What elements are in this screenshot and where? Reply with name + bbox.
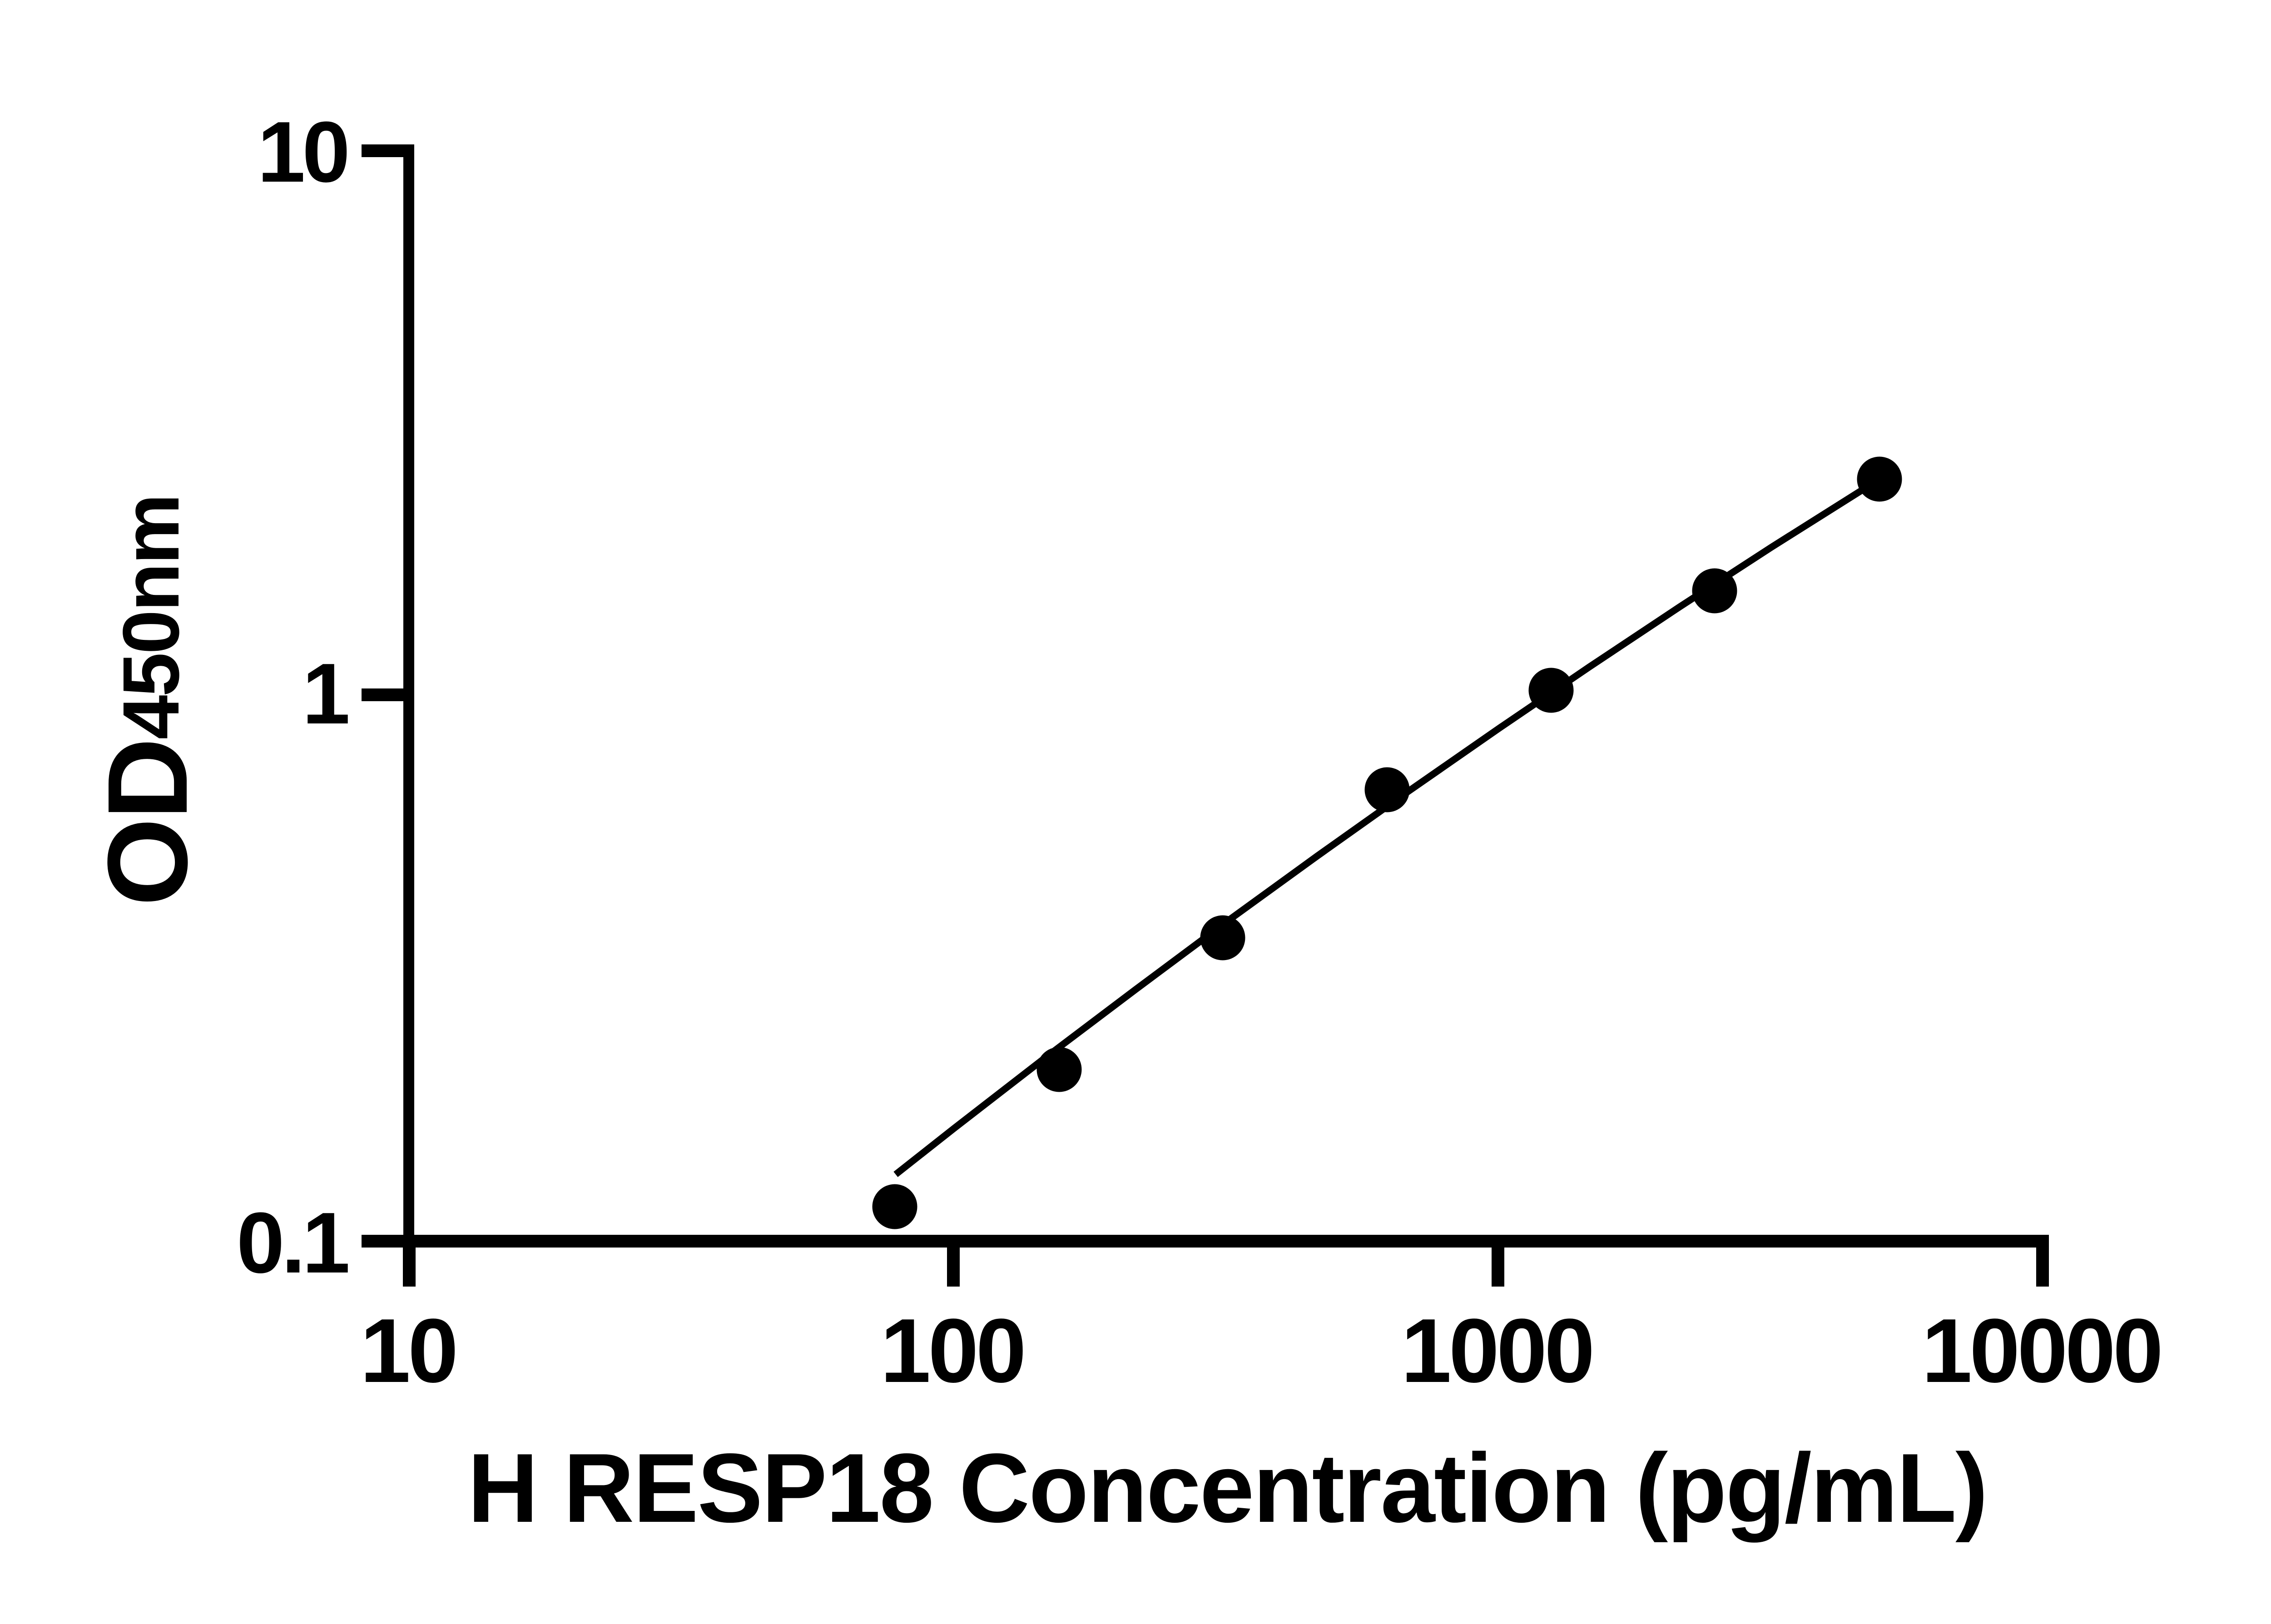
svg-text:H RESP18 Concentration (pg/mL): H RESP18 Concentration (pg/mL)	[467, 1433, 1987, 1543]
svg-text:1000: 1000	[1401, 1300, 1592, 1401]
svg-text:100: 100	[880, 1300, 1024, 1401]
svg-text:0.1: 0.1	[237, 1195, 348, 1291]
svg-text:10: 10	[258, 104, 347, 200]
svg-text:10000: 10000	[1922, 1300, 2161, 1401]
svg-text:OD450nm: OD450nm	[84, 495, 211, 906]
svg-text:10: 10	[360, 1300, 456, 1401]
svg-text:1: 1	[302, 646, 348, 742]
